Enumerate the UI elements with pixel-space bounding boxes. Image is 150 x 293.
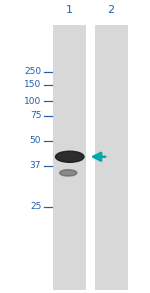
Text: 2: 2 (107, 5, 115, 15)
Text: 1: 1 (66, 5, 73, 15)
Text: 150: 150 (24, 81, 41, 89)
Text: 100: 100 (24, 97, 41, 105)
Text: 50: 50 (30, 136, 41, 145)
Bar (94, 25, 128, 290)
Ellipse shape (56, 151, 84, 162)
Text: 75: 75 (30, 111, 41, 120)
Text: 37: 37 (30, 161, 41, 170)
Bar (53, 25, 86, 290)
Text: 25: 25 (30, 202, 41, 211)
Ellipse shape (60, 170, 77, 176)
Text: 250: 250 (24, 67, 41, 76)
